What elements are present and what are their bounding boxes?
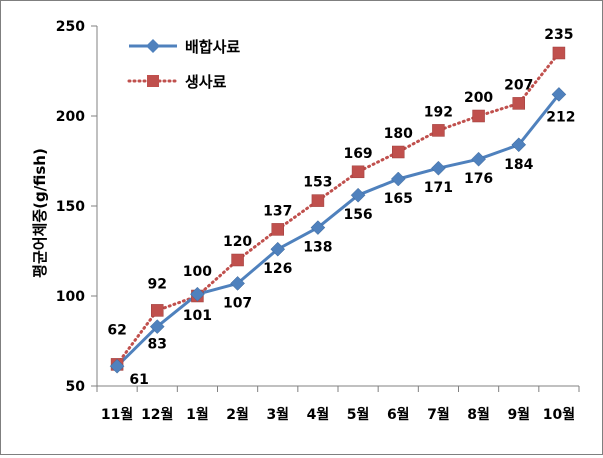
legend-label: 생사료: [185, 73, 227, 91]
data-point: [431, 160, 446, 176]
data-point: [151, 304, 164, 317]
legend-marker: [147, 75, 159, 87]
data-label: 62: [107, 322, 126, 338]
data-label: 153: [303, 175, 332, 191]
y-tick-label: 200: [56, 109, 85, 125]
data-label: 92: [148, 276, 167, 292]
x-tick-label: 9월: [507, 406, 530, 423]
data-point: [109, 358, 125, 374]
x-tick-label: 5월: [347, 406, 370, 423]
y-tick-labels: 50 100 150 200 250: [56, 19, 85, 395]
x-tick-label: 11월: [101, 406, 133, 423]
data-label: 126: [263, 261, 292, 277]
data-label: 200: [464, 90, 493, 106]
data-label: 212: [546, 109, 575, 125]
data-point: [511, 137, 527, 153]
legend-item-raw-feed: 생사료: [127, 73, 227, 91]
x-tick-label: 1월: [186, 406, 209, 423]
data-label: 171: [424, 180, 453, 196]
legend-marker: [146, 39, 160, 53]
series-lines: [115, 51, 561, 368]
data-point: [149, 319, 165, 334]
y-axis-label: 평균어체중(g/fish): [31, 148, 49, 278]
data-label: 207: [504, 77, 533, 93]
y-tick-label: 150: [56, 199, 85, 215]
legend-item-formula-feed: 배합사료: [129, 38, 240, 56]
data-point: [231, 253, 244, 267]
data-point: [471, 151, 486, 167]
x-tick-label: 6월: [387, 406, 410, 423]
x-tick-label: 2월: [226, 406, 249, 423]
x-tick-labels: 11월 12월 1월 2월 3월 4월 5월 6월 7월 8월 9월 10월: [101, 406, 575, 423]
data-point: [512, 97, 525, 110]
data-point: [350, 187, 366, 203]
data-label: 235: [544, 27, 573, 43]
legend-label: 배합사료: [185, 38, 240, 56]
data-label: 156: [343, 207, 372, 223]
data-label: 100: [183, 264, 212, 280]
x-tick-label: 8월: [467, 406, 490, 423]
data-point: [552, 46, 566, 60]
data-label: 101: [183, 308, 212, 324]
data-label: 184: [504, 157, 533, 173]
axes: [91, 25, 580, 392]
data-label: 180: [384, 126, 413, 142]
data-point: [270, 241, 286, 257]
data-point: [551, 87, 567, 102]
data-label: 83: [148, 337, 167, 353]
data-label: 165: [384, 191, 413, 207]
data-point: [432, 124, 445, 137]
data-point: [190, 286, 205, 302]
data-point: [271, 223, 284, 236]
y-tick-label: 50: [66, 379, 86, 395]
series-markers: [109, 46, 567, 374]
x-tick-label: 7월: [427, 406, 450, 423]
data-point: [472, 109, 485, 123]
data-label: 138: [303, 240, 332, 256]
series-line-raw-feed: [115, 51, 561, 366]
data-label: 120: [223, 234, 252, 250]
y-tick-label: 250: [56, 19, 85, 35]
data-label: 192: [424, 104, 453, 120]
data-label: 137: [263, 203, 292, 219]
x-tick-label: 12월: [141, 406, 173, 423]
x-tick-label: 4월: [307, 406, 330, 423]
data-label: 61: [129, 372, 148, 388]
data-label: 107: [223, 295, 252, 311]
data-point: [310, 220, 326, 235]
data-labels: 62 92 100 120 137 153 169 180 192 200 207 235 61 83 10…: [107, 27, 575, 388]
data-label: 176: [464, 171, 493, 187]
data-point: [392, 145, 405, 159]
data-point: [311, 194, 325, 207]
data-point: [390, 171, 406, 187]
data-point: [351, 165, 365, 179]
series-line-formula-feed: [116, 93, 561, 368]
y-tick-label: 100: [56, 289, 85, 305]
data-label: 169: [343, 146, 372, 162]
x-tick-label: 10월: [543, 406, 575, 423]
x-tick-label: 3월: [266, 406, 289, 423]
data-point: [230, 276, 245, 291]
